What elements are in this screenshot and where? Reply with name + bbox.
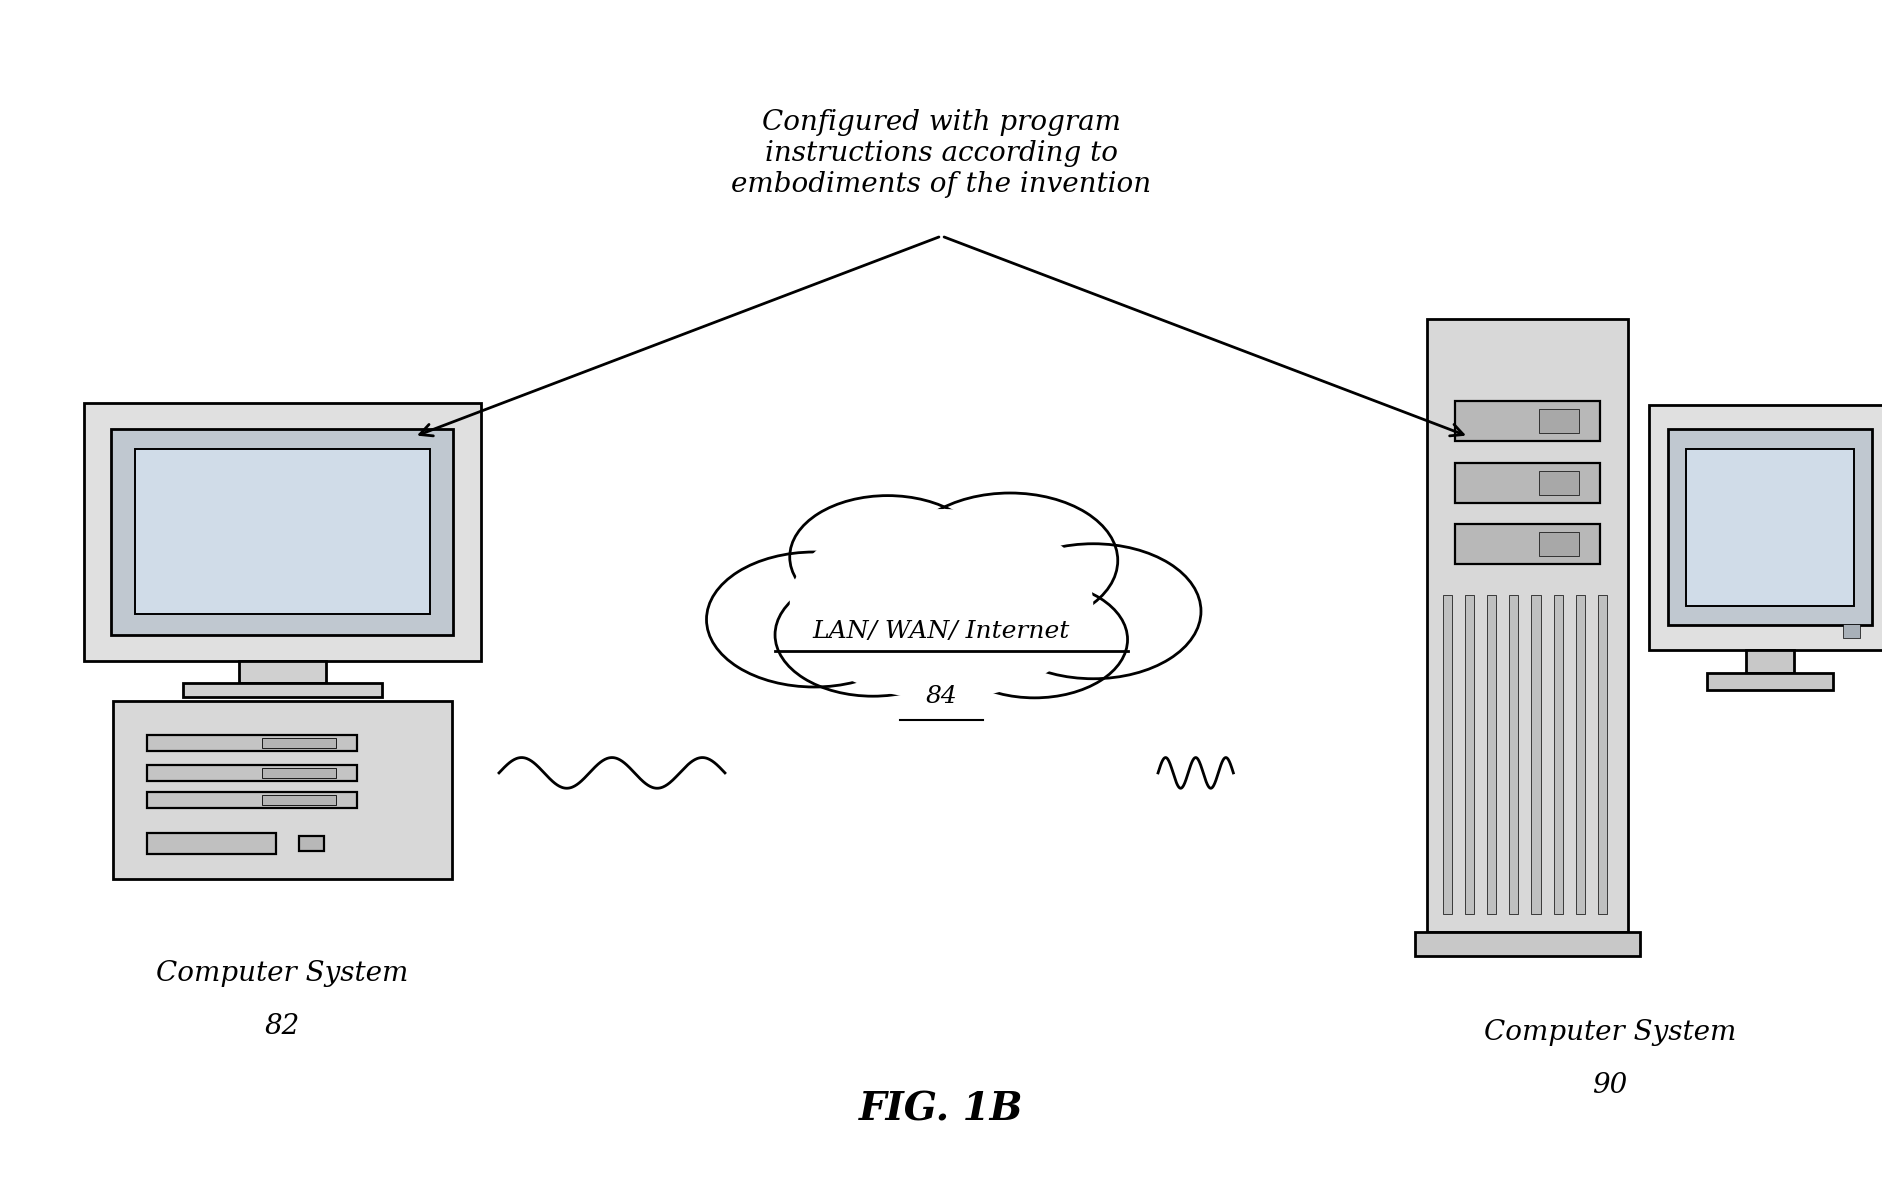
- Bar: [262, 738, 335, 748]
- Circle shape: [901, 493, 1118, 628]
- Bar: [147, 792, 358, 808]
- Bar: [1530, 595, 1539, 913]
- Text: Configured with program
instructions according to
embodiments of the invention: Configured with program instructions acc…: [730, 109, 1152, 198]
- Bar: [1427, 319, 1626, 932]
- Circle shape: [984, 544, 1201, 678]
- Circle shape: [941, 582, 1127, 697]
- Bar: [1596, 595, 1605, 913]
- Bar: [1538, 532, 1579, 556]
- Circle shape: [775, 573, 971, 696]
- Bar: [1455, 524, 1600, 564]
- Circle shape: [789, 509, 1093, 700]
- Text: FIG. 1B: FIG. 1B: [858, 1090, 1024, 1128]
- Bar: [239, 661, 326, 683]
- Bar: [262, 768, 335, 778]
- Bar: [262, 795, 335, 805]
- Bar: [1649, 405, 1882, 650]
- Bar: [136, 450, 429, 615]
- Text: 82: 82: [265, 1014, 299, 1040]
- Bar: [1745, 650, 1794, 674]
- Bar: [113, 701, 452, 879]
- Text: 90: 90: [1592, 1073, 1626, 1099]
- Text: LAN/ WAN/ Internet: LAN/ WAN/ Internet: [813, 620, 1069, 643]
- Bar: [1707, 674, 1831, 690]
- Bar: [1575, 595, 1585, 913]
- Circle shape: [789, 496, 984, 618]
- Bar: [1415, 932, 1639, 956]
- Text: Computer System: Computer System: [1483, 1020, 1735, 1045]
- Bar: [299, 835, 324, 851]
- Text: Computer System: Computer System: [156, 961, 408, 986]
- Bar: [1443, 595, 1451, 913]
- Bar: [83, 404, 482, 661]
- Bar: [1538, 471, 1579, 494]
- Bar: [147, 765, 358, 781]
- Bar: [1455, 463, 1600, 503]
- Circle shape: [706, 552, 922, 687]
- Bar: [1538, 409, 1579, 433]
- Bar: [1842, 624, 1859, 637]
- Bar: [1553, 595, 1562, 913]
- Bar: [147, 735, 358, 750]
- Bar: [111, 428, 454, 635]
- Bar: [1667, 430, 1871, 625]
- Bar: [147, 833, 275, 854]
- Bar: [1487, 595, 1496, 913]
- Bar: [1686, 448, 1852, 605]
- Bar: [183, 683, 382, 697]
- Text: 84: 84: [926, 684, 956, 708]
- Bar: [1509, 595, 1517, 913]
- Circle shape: [813, 512, 1069, 673]
- Bar: [1464, 595, 1474, 913]
- Bar: [1455, 401, 1600, 441]
